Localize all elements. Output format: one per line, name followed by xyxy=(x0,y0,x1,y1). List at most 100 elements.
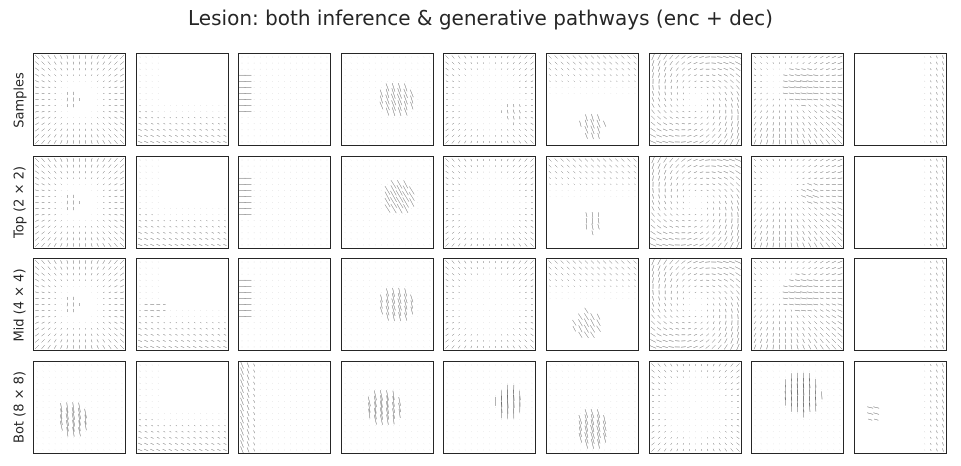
quiver-arrow xyxy=(936,170,938,174)
quiver-arrow xyxy=(47,55,51,60)
quiver-arrow xyxy=(385,299,389,310)
quiver-plot xyxy=(137,56,227,144)
quiver-arrow xyxy=(585,86,587,88)
quiver-arrow xyxy=(730,235,733,242)
quiver-arrow xyxy=(592,189,593,191)
quiver-arrow xyxy=(596,55,601,59)
quiver-arrow xyxy=(525,117,528,119)
quiver-arrow xyxy=(402,185,409,195)
quiver-arrow xyxy=(150,316,154,318)
quiver-arrow xyxy=(722,164,728,167)
quiver-arrow xyxy=(102,316,105,318)
quiver-arrow xyxy=(445,68,449,71)
quiver-arrow xyxy=(446,111,449,113)
quiver-arrow xyxy=(403,100,408,111)
quiver-arrow xyxy=(391,100,396,111)
quiver-arrow xyxy=(936,67,938,71)
quiver-arrow xyxy=(699,225,703,228)
quiver-arrow xyxy=(579,170,582,173)
quiver-arrow xyxy=(687,61,691,65)
quiver-arrow xyxy=(60,213,62,215)
quiver-arrow xyxy=(664,91,666,96)
quiver-arrow xyxy=(772,56,774,59)
quiver-arrow xyxy=(790,230,793,235)
quiver-arrow xyxy=(772,224,774,228)
quiver-arrow xyxy=(621,157,625,162)
quiver-arrow xyxy=(90,260,93,264)
quiver-arrow xyxy=(693,231,697,234)
quiver-arrow xyxy=(760,122,763,126)
quiver-panel xyxy=(648,155,742,249)
quiver-arrow xyxy=(513,237,515,240)
quiver-arrow xyxy=(615,55,619,59)
quiver-arrow xyxy=(808,104,812,107)
quiver-arrow xyxy=(119,339,124,343)
quiver-arrow xyxy=(676,98,678,101)
quiver-arrow xyxy=(471,164,473,167)
quiver-arrow xyxy=(54,291,57,293)
quiver-arrow xyxy=(137,339,142,342)
quiver-arrow xyxy=(464,170,467,173)
quiver-arrow xyxy=(711,134,715,138)
quiver-arrow xyxy=(54,260,57,264)
quiver-arrow xyxy=(706,116,709,119)
quiver-arrow xyxy=(686,237,692,240)
quiver-arrow xyxy=(693,62,698,65)
quiver-arrow xyxy=(591,61,594,65)
quiver-arrow xyxy=(772,158,774,161)
quiver-arrow xyxy=(584,55,589,59)
quiver-arrow xyxy=(403,83,408,92)
quiver-arrow xyxy=(162,129,166,131)
quiver-arrow xyxy=(513,164,515,167)
quiver-arrow xyxy=(711,140,716,144)
quiver-arrow xyxy=(718,98,721,101)
quiver-arrow xyxy=(186,334,190,336)
quiver-arrow xyxy=(826,201,830,203)
quiver-arrow xyxy=(471,219,473,221)
quiver-arrow xyxy=(796,139,799,145)
quiver-arrow xyxy=(772,236,774,241)
quiver-arrow xyxy=(108,260,112,265)
quiver-arrow xyxy=(555,86,557,88)
quiver-arrow xyxy=(108,339,112,343)
quiver-arrow xyxy=(579,176,582,179)
quiver-arrow xyxy=(391,298,396,311)
quiver-arrow xyxy=(663,169,666,174)
quiver-arrow xyxy=(217,129,220,131)
quiver-arrow xyxy=(41,242,45,247)
quiver-arrow xyxy=(754,55,757,59)
quiver-arrow xyxy=(669,116,673,119)
quiver-arrow xyxy=(766,230,769,235)
quiver-arrow xyxy=(162,346,166,348)
quiver-arrow xyxy=(579,183,582,185)
quiver-arrow xyxy=(102,134,105,138)
quiver-arrow xyxy=(452,157,455,162)
quiver-arrow xyxy=(826,206,830,210)
quiver-plot xyxy=(239,56,328,143)
quiver-arrow xyxy=(54,225,57,228)
quiver-arrow xyxy=(66,345,69,349)
quiver-arrow xyxy=(808,206,812,210)
quiver-arrow xyxy=(754,212,757,216)
quiver-arrow xyxy=(162,334,166,336)
quiver-arrow xyxy=(930,237,932,240)
quiver-arrow xyxy=(936,182,938,186)
quiver-arrow xyxy=(525,176,528,179)
quiver-arrow xyxy=(668,225,673,228)
quiver-arrow xyxy=(705,140,710,144)
quiver-arrow xyxy=(820,201,824,203)
quiver-arrow xyxy=(507,74,509,76)
quiver-arrow xyxy=(766,224,769,228)
quiver-arrow xyxy=(48,189,51,191)
quiver-arrow xyxy=(525,128,528,131)
quiver-arrow xyxy=(681,67,685,71)
quiver-arrow xyxy=(54,140,57,144)
quiver-arrow xyxy=(35,321,39,324)
quiver-arrow xyxy=(513,177,515,179)
quiver-arrow xyxy=(772,230,774,235)
quiver-arrow xyxy=(108,74,112,77)
quiver-arrow xyxy=(41,236,45,241)
quiver-arrow xyxy=(936,79,938,83)
quiver-arrow xyxy=(650,230,656,235)
quiver-arrow xyxy=(554,157,558,162)
